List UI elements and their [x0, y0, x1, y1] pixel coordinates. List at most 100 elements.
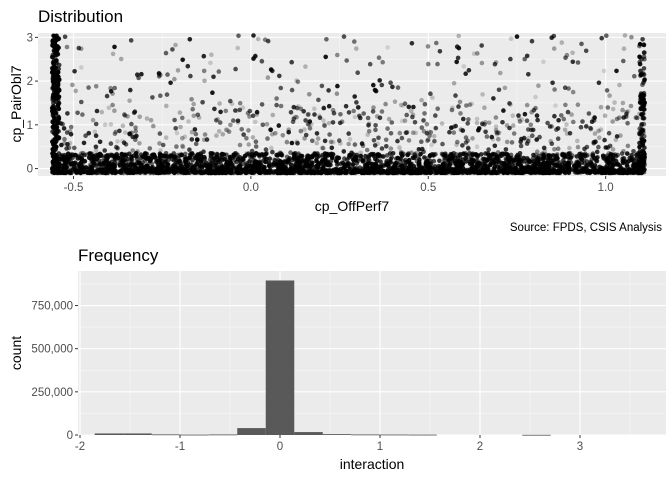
scatter-point: [93, 144, 99, 150]
scatter-point: [508, 36, 514, 41]
scatter-point: [129, 121, 134, 127]
scatter-point: [64, 44, 70, 50]
scatter-point: [406, 151, 411, 156]
scatter-point: [458, 163, 463, 169]
scatter-point: [344, 58, 350, 63]
scatter-point: [254, 159, 260, 165]
scatter-point: [127, 131, 132, 137]
scatter-point: [617, 115, 622, 120]
scatter-point: [237, 107, 243, 113]
scatter-point: [355, 70, 361, 75]
scatter-point: [409, 150, 414, 155]
scatter-point: [256, 170, 262, 175]
scatter-point: [406, 104, 412, 110]
scatter-point: [202, 78, 207, 84]
scatter-point: [493, 115, 499, 120]
scatter-point: [474, 144, 480, 149]
scatter-point: [475, 51, 480, 56]
scatter-point: [52, 145, 58, 150]
scatter-point: [352, 39, 357, 44]
scatter-point: [87, 151, 92, 156]
scatter-point: [355, 104, 361, 110]
scatter-point: [347, 136, 353, 142]
source-caption: Source: FPDS, CSIS Analysis: [510, 222, 662, 234]
scatter-point: [349, 150, 354, 156]
scatter-point: [536, 162, 542, 167]
scatter-point: [477, 170, 483, 176]
scatter-point: [207, 157, 213, 162]
scatter-point: [402, 118, 408, 123]
scatter-point: [555, 146, 561, 151]
scatter-point: [67, 156, 72, 162]
scatter-point: [584, 124, 589, 129]
scatter-point: [540, 151, 545, 156]
scatter-point: [265, 75, 271, 80]
scatter-point: [534, 113, 540, 118]
scatter-point: [637, 170, 642, 175]
scatter-point: [158, 157, 163, 163]
scatter-point: [428, 91, 433, 96]
scatter-point: [160, 142, 166, 148]
scatter-point: [586, 152, 592, 158]
scatter-point: [110, 91, 115, 96]
scatter-point: [639, 92, 645, 97]
scatter-point: [292, 151, 297, 156]
scatter-point: [460, 128, 466, 133]
scatter-point: [78, 170, 83, 176]
scatter-point: [432, 164, 438, 169]
scatter-point: [144, 153, 149, 158]
scatter-point: [54, 130, 60, 135]
scatter-point: [409, 161, 414, 167]
scatter-point: [397, 145, 402, 150]
scatter-point: [619, 151, 625, 156]
scatter-point: [147, 146, 153, 151]
scatter-point: [588, 125, 593, 131]
scatter-point: [112, 131, 118, 136]
scatter-point: [602, 156, 607, 162]
scatter-point: [56, 114, 61, 119]
scatter-point: [244, 166, 250, 172]
scatter-point: [457, 99, 463, 105]
scatter-point: [68, 132, 74, 137]
scatter-point: [360, 157, 366, 163]
scatter-point: [596, 144, 601, 150]
scatter-point: [426, 61, 431, 67]
scatter-point: [442, 158, 447, 163]
scatter-point: [402, 101, 408, 106]
scatter-point: [174, 168, 180, 174]
scatter-point: [614, 162, 620, 167]
scatter-point: [172, 76, 177, 82]
scatter-point: [125, 156, 130, 162]
scatter-point: [397, 170, 403, 175]
scatter-point: [585, 153, 590, 158]
scatter-point: [164, 92, 170, 97]
scatter-point: [202, 132, 208, 137]
scatter-point: [424, 130, 430, 136]
histogram-bars: [94, 280, 551, 436]
scatter-point: [357, 165, 363, 170]
scatter-point: [93, 84, 99, 89]
scatter-point: [432, 138, 437, 144]
scatter-point: [421, 118, 426, 123]
scatter-point: [322, 138, 328, 144]
scatter-point: [637, 61, 643, 67]
scatter-point: [377, 78, 383, 83]
scatter-point: [286, 127, 292, 132]
scatter-point: [188, 151, 194, 157]
scatter-point: [641, 50, 647, 55]
scatter-point: [553, 162, 559, 168]
scatter-point: [168, 80, 173, 86]
histogram-bar: [322, 434, 352, 435]
scatter-point: [518, 162, 523, 167]
scatter-point: [182, 134, 188, 139]
scatter-point: [205, 164, 210, 170]
scatter-point: [425, 138, 430, 144]
scatter-point: [384, 144, 389, 149]
scatter-point: [312, 112, 317, 117]
scatter-point: [575, 102, 581, 107]
scatter-point: [383, 101, 388, 107]
scatter-point: [259, 59, 265, 64]
scatter-point: [274, 102, 279, 108]
scatter-point: [402, 163, 408, 168]
scatter-point: [620, 100, 626, 106]
